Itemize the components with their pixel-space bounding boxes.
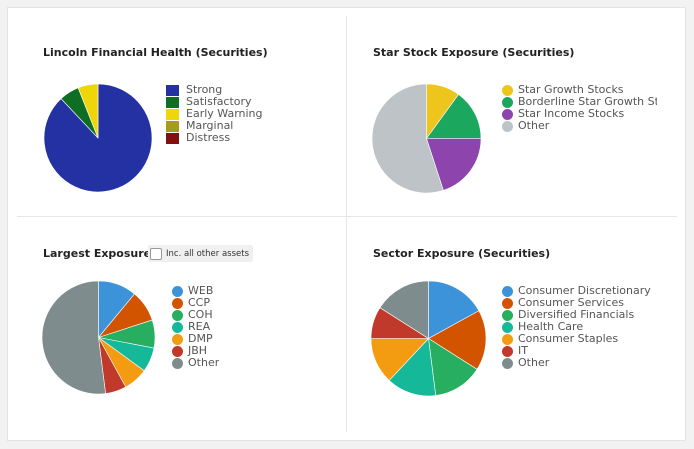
legend-swatch	[502, 297, 513, 309]
toggle-label: Inc. all other assets	[166, 248, 250, 259]
pie-slice-other[interactable]	[371, 83, 444, 194]
legend-swatch	[172, 297, 183, 309]
legend-swatch	[166, 108, 179, 120]
legend-item-dmp[interactable]: DMP	[172, 333, 219, 345]
legend-label: Strong	[186, 84, 223, 96]
chart-title-star-stock: Star Stock Exposure (Securities)	[373, 46, 575, 59]
pie-slice-borderline-star-growth-stocks[interactable]	[425, 93, 482, 139]
legend-swatch	[166, 96, 179, 108]
chart-title-sector-exposure: Sector Exposure (Securities)	[373, 247, 551, 260]
legend-label: Consumer Services	[518, 297, 624, 309]
legend-item-it[interactable]: IT	[502, 345, 651, 357]
legend-label: Star Income Stocks	[518, 108, 625, 120]
legend-swatch	[172, 285, 183, 297]
vertical-divider	[346, 16, 347, 432]
pie-slice-star-income-stocks[interactable]	[426, 138, 482, 191]
legend-item-other[interactable]: Other	[502, 357, 651, 369]
legend-item-jbh[interactable]: JBH	[172, 345, 219, 357]
legend-swatch	[502, 84, 513, 96]
legend-label: Other	[518, 357, 550, 369]
legend-label: CCP	[188, 297, 210, 309]
legend-financial-health: Strong Satisfactory Early Warning Marginal D…	[166, 84, 263, 144]
legend-item-early-warning[interactable]: Early Warning	[166, 108, 263, 120]
legend-item-strong[interactable]: Strong	[166, 84, 263, 96]
legend-label: Satisfactory	[186, 96, 252, 108]
legend-item-diversified-financials[interactable]: Diversified Financials	[502, 309, 651, 321]
pie-slice-early-warning[interactable]	[77, 83, 99, 139]
legend-item-consumer-discretionary[interactable]: Consumer Discretionary	[502, 285, 651, 297]
legend-label: COH	[188, 309, 213, 321]
legend-item-other[interactable]: Other	[172, 357, 219, 369]
legend-item-other[interactable]: Other	[502, 120, 657, 132]
legend-label: Health Care	[518, 321, 584, 333]
legend-label: JBH	[188, 345, 208, 357]
pie-chart-financial-health	[43, 83, 153, 193]
legend-swatch	[502, 321, 513, 333]
legend-label: WEB	[188, 285, 214, 297]
pie-chart-largest-exposure	[41, 280, 156, 395]
legend-label: Other	[188, 357, 220, 369]
legend-largest-exposure: WEB CCP COH REA DMP JBH Other	[172, 285, 219, 369]
legend-swatch	[172, 333, 183, 345]
legend-label: Star Growth Stocks	[518, 84, 624, 96]
legend-item-satisfactory[interactable]: Satisfactory	[166, 96, 263, 108]
legend-item-borderline-star-growth-stocks[interactable]: Borderline Star Growth Stocks	[502, 96, 657, 108]
legend-label: Marginal	[186, 120, 234, 132]
legend-swatch	[502, 120, 513, 132]
chart-title-largest-exposure: Largest Exposure	[43, 247, 152, 260]
legend-sector-exposure: Consumer Discretionary Consumer Services D…	[502, 285, 651, 369]
legend-item-web[interactable]: WEB	[172, 285, 219, 297]
legend-label: Other	[518, 120, 550, 132]
legend-label: Distress	[186, 132, 231, 144]
legend-swatch	[502, 357, 513, 369]
chart-title-financial-health: Lincoln Financial Health (Securities)	[43, 46, 268, 59]
legend-star-stock: Star Growth Stocks Borderline Star Growth…	[502, 84, 657, 132]
legend-item-marginal[interactable]: Marginal	[166, 120, 263, 132]
checkbox-icon[interactable]	[150, 247, 162, 260]
legend-item-coh[interactable]: COH	[172, 309, 219, 321]
legend-swatch	[172, 345, 183, 357]
legend-label: Borderline Star Growth Stocks	[518, 96, 657, 108]
legend-item-distress[interactable]: Distress	[166, 132, 263, 144]
legend-label: Diversified Financials	[518, 309, 635, 321]
legend-swatch	[166, 84, 179, 96]
pie-slice-other[interactable]	[41, 280, 106, 395]
pie-slice-consumer-services[interactable]	[427, 310, 487, 370]
include-other-assets-toggle[interactable]: Inc. all other assets	[148, 245, 254, 262]
legend-swatch	[172, 357, 183, 369]
legend-item-ccp[interactable]: CCP	[172, 297, 219, 309]
legend-swatch	[172, 309, 183, 321]
pie-chart-star-stock	[371, 83, 482, 194]
pie-slice-consumer-discretionary[interactable]	[428, 280, 480, 340]
legend-label: DMP	[188, 333, 213, 345]
legend-label: Consumer Discretionary	[518, 285, 651, 297]
legend-item-rea[interactable]: REA	[172, 321, 219, 333]
pie-slice-other[interactable]	[379, 280, 429, 340]
legend-label: Early Warning	[186, 108, 263, 120]
legend-swatch	[502, 345, 513, 357]
legend-label: IT	[518, 345, 528, 357]
legend-swatch	[502, 108, 513, 120]
legend-label: REA	[188, 321, 211, 333]
legend-swatch	[502, 96, 513, 108]
legend-item-consumer-services[interactable]: Consumer Services	[502, 297, 651, 309]
pie-chart-sector-exposure	[370, 280, 487, 397]
horizontal-divider	[17, 216, 677, 217]
legend-swatch	[502, 309, 513, 321]
legend-item-star-growth-stocks[interactable]: Star Growth Stocks	[502, 84, 657, 96]
pie-slice-diversified-financials[interactable]	[428, 337, 478, 396]
legend-swatch	[166, 132, 179, 144]
legend-label: Consumer Staples	[518, 333, 619, 345]
legend-item-star-income-stocks[interactable]: Star Income Stocks	[502, 108, 657, 120]
pie-slice-health-care[interactable]	[388, 337, 437, 397]
legend-swatch	[172, 321, 183, 333]
legend-swatch	[502, 333, 513, 345]
legend-swatch	[502, 285, 513, 297]
legend-swatch	[166, 120, 179, 132]
legend-item-consumer-staples[interactable]: Consumer Staples	[502, 333, 651, 345]
legend-item-health-care[interactable]: Health Care	[502, 321, 651, 333]
